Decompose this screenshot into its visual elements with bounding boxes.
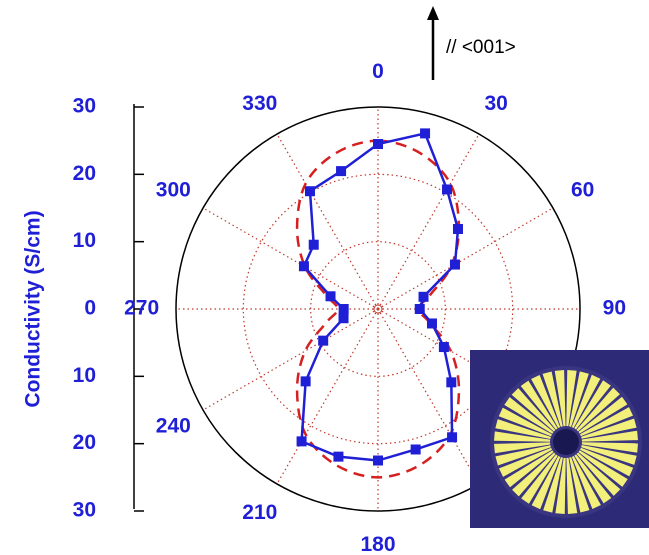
inset-hole bbox=[553, 429, 579, 455]
data-point bbox=[446, 377, 456, 387]
data-point bbox=[450, 260, 460, 270]
theta-tick-label: 60 bbox=[571, 178, 594, 201]
data-point bbox=[333, 452, 343, 462]
data-point bbox=[336, 166, 346, 176]
data-point bbox=[373, 139, 383, 149]
data-point bbox=[439, 342, 449, 352]
arrow-head bbox=[427, 6, 439, 20]
spoke bbox=[378, 208, 553, 309]
data-point bbox=[326, 291, 336, 301]
data-point bbox=[339, 304, 349, 314]
y-tick-label: 20 bbox=[73, 162, 96, 185]
inset-photo bbox=[470, 350, 649, 528]
data-point bbox=[427, 318, 437, 328]
theta-tick-label: 270 bbox=[124, 297, 159, 320]
data-point bbox=[297, 436, 307, 446]
y-tick-label: 10 bbox=[73, 229, 96, 252]
y-tick-label: 20 bbox=[73, 431, 96, 454]
y-tick-label: 0 bbox=[84, 297, 96, 320]
theta-tick-label: 210 bbox=[242, 501, 277, 524]
data-point bbox=[419, 292, 429, 302]
data-point bbox=[318, 336, 328, 346]
data-point bbox=[299, 261, 309, 271]
data-point bbox=[411, 444, 421, 454]
theta-tick-label: 300 bbox=[156, 178, 191, 201]
y-tick-label: 30 bbox=[73, 499, 96, 522]
data-point bbox=[447, 432, 457, 442]
data-point bbox=[442, 184, 452, 194]
theta-tick-label: 30 bbox=[484, 92, 507, 115]
theta-tick-label: 330 bbox=[242, 92, 277, 115]
theta-tick-label: 240 bbox=[156, 415, 191, 438]
data-point bbox=[309, 240, 319, 250]
data-point bbox=[301, 376, 311, 386]
data-point bbox=[415, 304, 425, 314]
theta-tick-label: 0 bbox=[372, 60, 384, 83]
spoke bbox=[203, 309, 378, 410]
data-point bbox=[420, 128, 430, 138]
theta-tick-label: 90 bbox=[603, 297, 626, 320]
data-point bbox=[373, 456, 383, 466]
data-point bbox=[453, 224, 463, 234]
y-axis-title: Conductivity (S/cm) bbox=[22, 210, 45, 407]
annotation: // <001> bbox=[446, 37, 516, 58]
data-line bbox=[302, 133, 458, 460]
spoke bbox=[203, 208, 378, 309]
data-point bbox=[339, 313, 349, 323]
data-point bbox=[305, 186, 315, 196]
theta-tick-label: 180 bbox=[360, 533, 395, 555]
y-tick-label: 30 bbox=[73, 95, 96, 118]
y-tick-label: 10 bbox=[73, 364, 96, 387]
chart: // <001> Conductivity (S/cm) 30 20 10 0 10 20… bbox=[0, 0, 649, 555]
